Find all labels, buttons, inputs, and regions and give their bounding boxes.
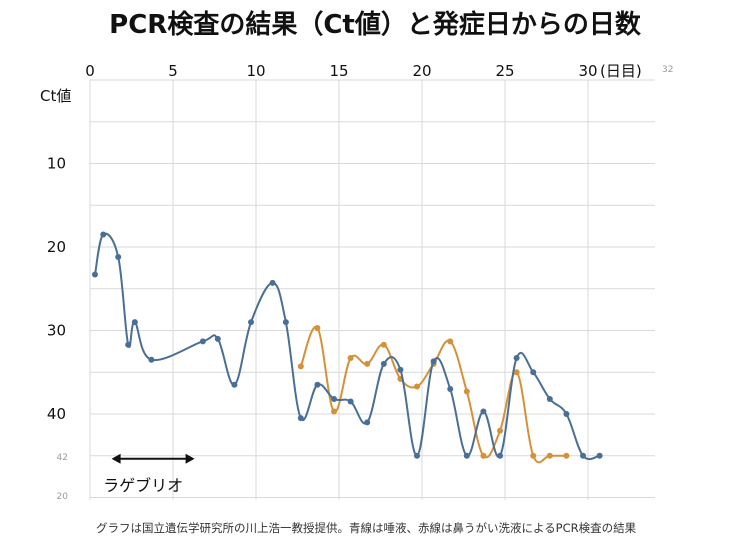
nasal-data-point bbox=[414, 383, 421, 390]
nasal-data-point bbox=[297, 363, 304, 370]
saliva-data-point bbox=[463, 452, 470, 459]
nasal-data-point bbox=[314, 324, 321, 331]
saliva-data-point bbox=[447, 385, 454, 392]
saliva-data-point bbox=[530, 369, 537, 376]
saliva-data-point bbox=[297, 415, 304, 422]
annotation-arrow-head-left bbox=[111, 453, 121, 464]
saliva-data-point bbox=[125, 341, 132, 348]
nasal-data-point bbox=[331, 408, 338, 415]
faint-label: 32 bbox=[662, 65, 673, 75]
x-tick-label: 0 bbox=[85, 62, 95, 80]
saliva-data-point bbox=[100, 231, 107, 238]
annotation-label: ラゲブリオ bbox=[103, 476, 183, 495]
nasal-data-point bbox=[463, 388, 470, 395]
saliva-data-point bbox=[331, 395, 338, 402]
chart-caption: グラフは国立遺伝学研究所の川上浩一教授提供。青線は唾液、赤線は鼻うがい洗液による… bbox=[96, 521, 637, 535]
grid-layer bbox=[89, 79, 655, 500]
saliva-data-point bbox=[513, 355, 520, 362]
saliva-data-point bbox=[563, 411, 570, 417]
saliva-data-point bbox=[580, 452, 587, 459]
saliva-data-point bbox=[231, 381, 238, 388]
saliva-series-line bbox=[93, 232, 600, 461]
saliva-data-point bbox=[480, 408, 487, 415]
nasal-series-line bbox=[299, 326, 567, 464]
nasal-data-point bbox=[530, 452, 537, 459]
faint-label: 20 bbox=[57, 492, 69, 502]
saliva-data-point bbox=[497, 452, 504, 459]
saliva-data-point bbox=[269, 279, 276, 286]
saliva-data-point bbox=[131, 319, 138, 326]
saliva-data-point bbox=[214, 335, 221, 342]
x-tick-label: 10 bbox=[246, 62, 265, 80]
saliva-data-point bbox=[148, 356, 155, 363]
annotation-arrow-head-right bbox=[185, 453, 195, 464]
x-axis-label: (日目) bbox=[600, 62, 642, 80]
nasal-data-point bbox=[380, 341, 387, 348]
saliva-data-point bbox=[314, 381, 321, 388]
y-tick-label: 10 bbox=[47, 155, 66, 173]
y-tick-label: 30 bbox=[47, 322, 66, 340]
saliva-data-point bbox=[414, 452, 421, 459]
nasal-data-point bbox=[364, 360, 371, 367]
nasal-data-point bbox=[563, 452, 570, 459]
saliva-data-point bbox=[596, 452, 603, 459]
saliva-data-point bbox=[364, 419, 371, 426]
nasal-data-point bbox=[513, 369, 520, 376]
faint-label: 42 bbox=[57, 453, 68, 463]
saliva-data-point bbox=[380, 360, 387, 367]
saliva-data-point bbox=[199, 338, 206, 345]
y-tick-label: 20 bbox=[47, 238, 66, 256]
saliva-data-point bbox=[282, 319, 289, 326]
nasal-data-point bbox=[480, 452, 487, 459]
nasal-data-point bbox=[497, 427, 504, 434]
saliva-data-point bbox=[347, 398, 354, 405]
x-tick-label: 30 bbox=[578, 62, 597, 80]
saliva-data-point bbox=[430, 358, 437, 365]
x-tick-label: 20 bbox=[412, 62, 431, 80]
nasal-data-point bbox=[347, 355, 354, 362]
saliva-data-point bbox=[546, 395, 553, 402]
x-tick-label: 5 bbox=[168, 62, 178, 80]
nasal-data-point bbox=[546, 452, 553, 459]
y-tick-label: 40 bbox=[47, 405, 66, 423]
saliva-data-point bbox=[91, 271, 98, 278]
series-layer bbox=[91, 231, 603, 464]
chart-title: PCR検査の結果（Ct値）と発症日からの日数 bbox=[109, 10, 641, 40]
saliva-data-point bbox=[115, 254, 122, 261]
nasal-data-point bbox=[447, 338, 454, 345]
x-tick-label: 15 bbox=[329, 62, 348, 80]
saliva-data-point bbox=[397, 366, 404, 373]
saliva-data-point bbox=[248, 319, 255, 326]
x-tick-label: 25 bbox=[495, 62, 514, 80]
y-axis-label: Ct値 bbox=[40, 87, 71, 105]
